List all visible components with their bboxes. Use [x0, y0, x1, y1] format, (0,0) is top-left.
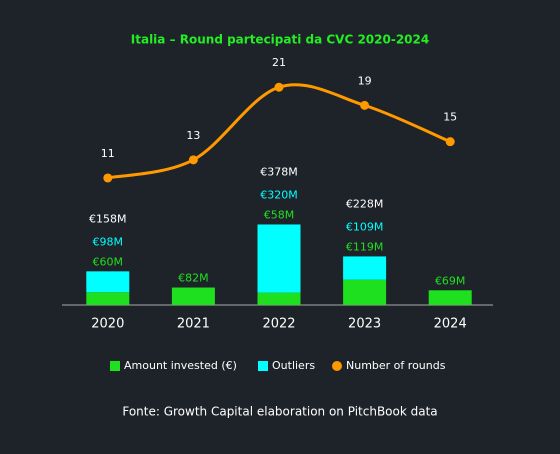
source-note: Fonte: Growth Capital elaboration on Pit…	[122, 405, 437, 419]
bar	[428, 290, 472, 305]
legend-label: Outliers	[272, 359, 315, 372]
legend-label: Number of rounds	[346, 359, 446, 372]
point-label: 21	[272, 56, 286, 69]
point-label: 13	[186, 129, 200, 142]
line-point	[103, 173, 113, 183]
total-label: €228M	[346, 197, 384, 210]
bar	[86, 292, 130, 305]
value-label: €109M	[346, 220, 384, 233]
line-point	[445, 137, 455, 147]
value-label: €82M	[178, 272, 209, 285]
total-label: €378M	[260, 165, 298, 178]
bar	[343, 279, 387, 305]
line-point	[360, 100, 370, 110]
bar	[343, 256, 387, 280]
bar	[257, 224, 301, 293]
value-label: €320M	[260, 188, 298, 201]
value-label: €98M	[93, 235, 124, 248]
bar	[171, 287, 215, 305]
legend-label: Amount invested (€)	[124, 359, 237, 372]
x-tick-label: 2020	[91, 317, 124, 332]
chart-title: Italia – Round partecipati da CVC 2020-2…	[131, 33, 429, 47]
x-tick-label: 2022	[262, 317, 295, 332]
bar	[257, 292, 301, 305]
bar	[86, 271, 130, 293]
legend-swatch	[110, 361, 120, 371]
point-label: 19	[358, 74, 372, 87]
x-tick-label: 2023	[348, 317, 381, 332]
line-point	[274, 82, 284, 92]
value-label: €58M	[264, 208, 295, 221]
value-label: €69M	[435, 274, 466, 287]
point-label: 11	[101, 147, 115, 160]
value-label: €119M	[346, 240, 384, 253]
value-label: €60M	[93, 255, 124, 268]
total-label: €158M	[89, 212, 127, 225]
legend-swatch	[332, 361, 342, 371]
x-tick-label: 2024	[434, 317, 467, 332]
legend-swatch	[258, 361, 268, 371]
x-tick-label: 2021	[177, 317, 210, 332]
line-point	[188, 155, 198, 165]
point-label: 15	[443, 111, 457, 124]
